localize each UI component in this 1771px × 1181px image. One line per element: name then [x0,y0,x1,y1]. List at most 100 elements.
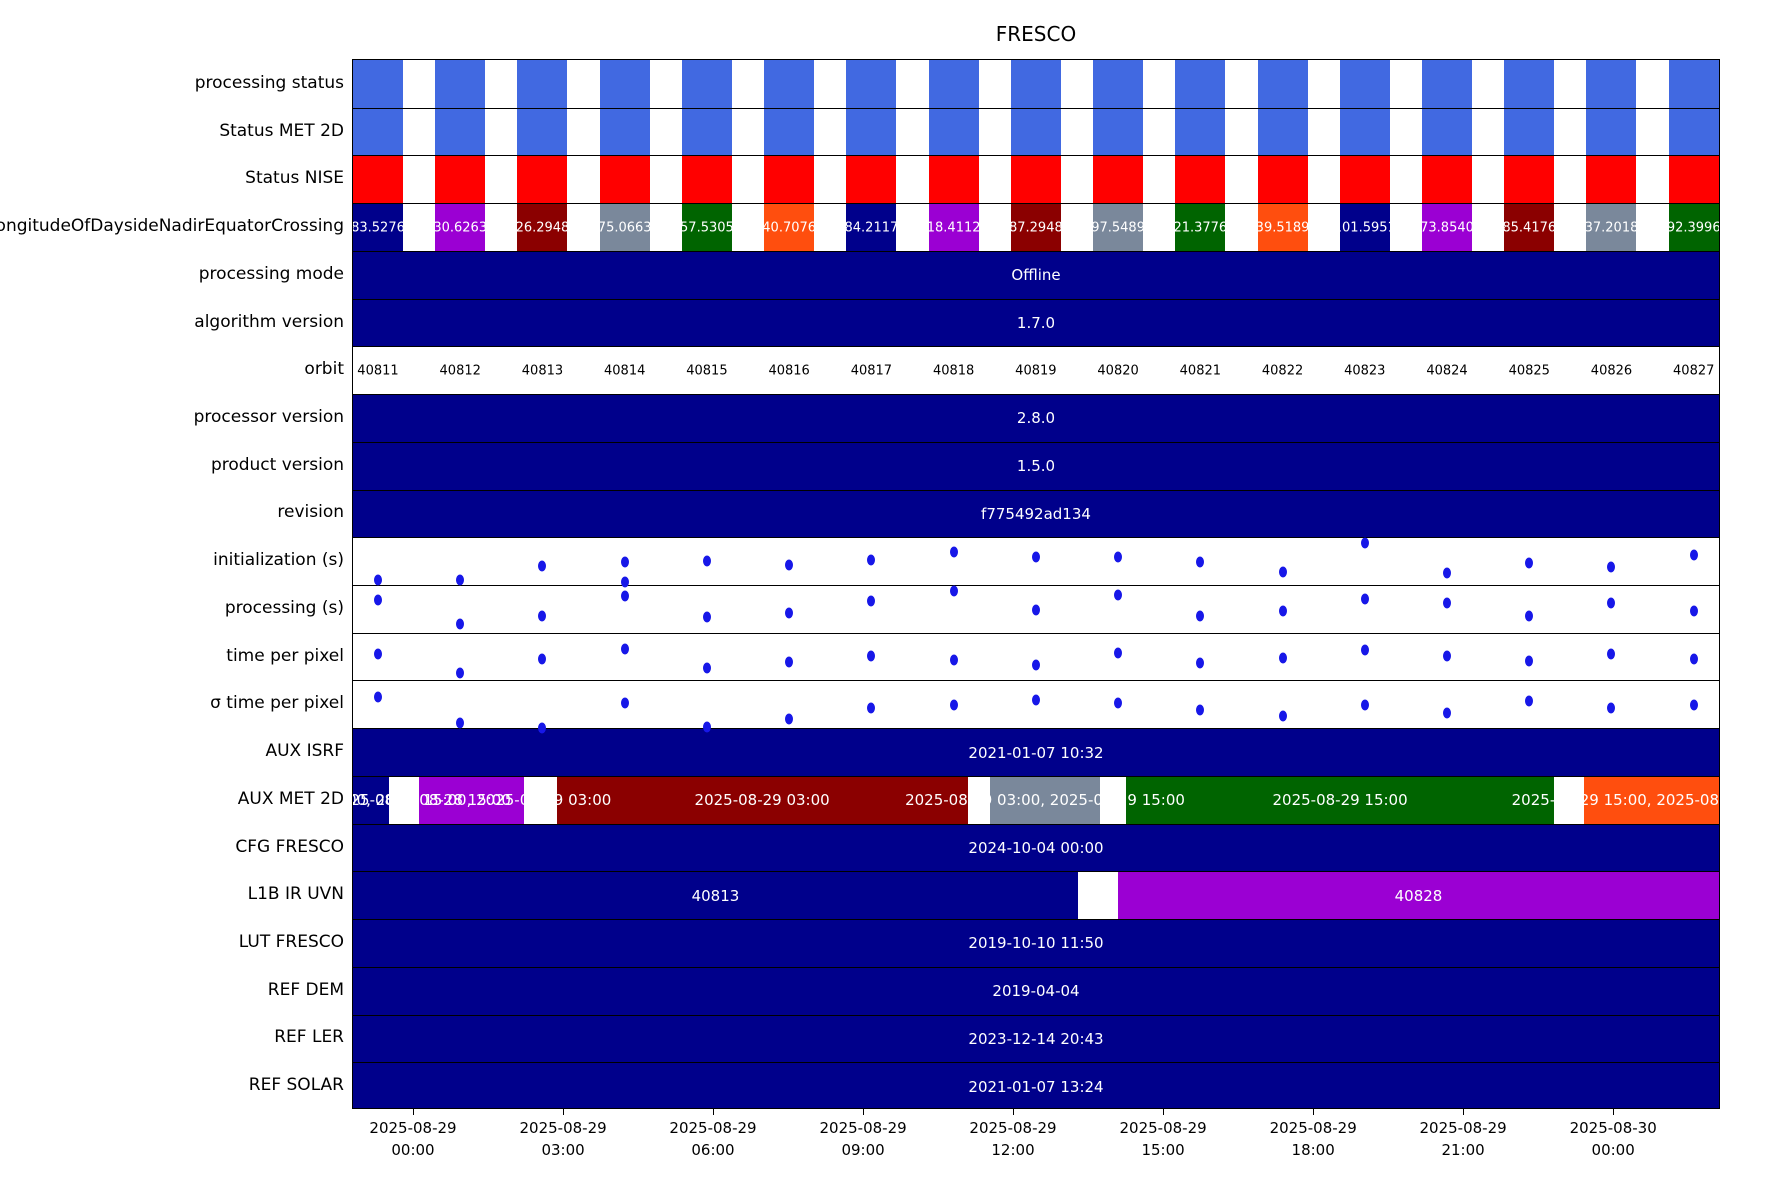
data-point [867,650,876,662]
x-tick [1313,1109,1315,1115]
status-block [846,60,897,108]
data-point [785,713,794,725]
row-label-status-nise: Status NISE [245,168,344,189]
row-revision: f775492ad134 [353,489,1719,538]
orbit-label: 40824 [1426,363,1468,379]
data-point [373,691,382,703]
data-point [1031,604,1040,616]
longitude-block [764,204,815,251]
longitude-block [1422,204,1473,251]
l1b-ir-uvn-segment-label: 40828 [1394,886,1443,905]
longitude-value: 75.0663 [597,220,652,236]
data-point [1114,697,1123,709]
data-point [702,721,711,733]
longitude-block [846,204,897,251]
x-tick [413,1109,414,1115]
data-point [456,574,465,586]
row-label-revision: revision [277,502,344,523]
data-point [1689,653,1698,665]
data-point [702,662,711,674]
status-block [1504,60,1555,108]
status-block [1257,108,1308,156]
orbit-label: 40826 [1590,363,1633,379]
status-block [1175,108,1226,156]
row-label-l1b-ir-uvn: L1B IR UVN [247,884,344,905]
data-point [1114,551,1123,563]
x-tick-time: 00:00 [391,1140,435,1159]
longitude-value: 101.5951 [1333,220,1396,236]
l1b-ir-uvn-segment [1117,872,1719,920]
status-block [1010,156,1061,204]
x-tick-label: 2025-08-30 00:00 [1570,1118,1657,1162]
data-point [1360,699,1369,711]
longitude-block [1504,204,1555,251]
data-point [785,559,794,571]
row-l1b-ir-uvn: 40813 40828 [353,871,1719,920]
row-processing-mode: Offline [353,250,1719,299]
data-point [620,556,629,568]
data-point [1360,644,1369,656]
plot-area: 83.5276 30.6263 26.2948 75.0663 57.5305 40.70… [352,59,1720,1109]
longitude-value: 85.4176 [1502,220,1557,236]
aux-met-2d-segment-label: 2025-08-29 03:00 [694,791,830,810]
status-block [1504,108,1555,156]
longitude-value: 84.2117 [844,220,899,236]
ref-ler-value: 2023-12-14 20:43 [968,1029,1104,1048]
row-label-ref-ler: REF LER [274,1027,344,1048]
row-label-lut-fresco: LUT FRESCO [238,931,344,952]
x-tick-date: 2025-08-29 [519,1119,607,1137]
x-tick-date: 2025-08-29 [1119,1119,1207,1137]
data-point [456,667,465,679]
aux-met-2d-segment [556,776,968,824]
status-block [435,156,486,204]
processing-mode-value: Offline [1011,266,1061,285]
data-point [620,590,629,602]
orbit-label: 40816 [768,363,810,379]
x-tick-label: 2025-08-29 03:00 [519,1118,606,1162]
ref-dem-value: 2019-04-04 [992,982,1080,1001]
data-point [1689,605,1698,617]
status-block [681,60,732,108]
longitude-block [928,204,979,251]
data-point [1443,567,1452,579]
row-initialization-s [353,537,1719,588]
data-point [1607,597,1616,609]
x-tick [1013,1109,1015,1115]
data-point [373,648,382,660]
row-label-orbit: orbit [304,359,344,380]
x-tick-date: 2025-08-29 [669,1119,757,1137]
lut-fresco-value: 2019-10-10 11:50 [968,934,1104,953]
data-point [620,576,629,588]
x-tick-time: 03:00 [541,1140,585,1159]
data-point [949,699,958,711]
status-block [846,156,897,204]
x-tick-date: 2025-08-29 [819,1119,907,1137]
data-point [949,546,958,558]
longitude-value: 40.7076 [762,220,817,236]
row-aux-met-2d: 2025-08-28 03:00, 2025-08-28 15:002025-0… [353,775,1719,824]
data-point [1196,556,1205,568]
row-processing-s [353,585,1719,633]
status-block [928,60,979,108]
data-point [1031,659,1040,671]
row-processor-version: 2.8.0 [353,394,1719,442]
l1b-ir-uvn-segment [353,872,1078,920]
status-block [1668,108,1719,156]
status-block [1422,156,1473,204]
data-point [1607,702,1616,714]
row-label-aux-isrf: AUX ISRF [265,741,344,762]
data-point [867,702,876,714]
data-point [867,595,876,607]
cfg-fresco-value: 2024-10-04 00:00 [968,838,1104,857]
orbit-label: 40811 [357,363,399,379]
x-tick-label: 2025-08-29 12:00 [969,1118,1056,1162]
data-point [373,594,382,606]
status-block [1422,60,1473,108]
data-point [1114,589,1123,601]
longitude-value: 83.5276 [352,220,405,236]
status-block [846,108,897,156]
data-point [1278,566,1287,578]
longitude-block [1668,204,1719,251]
row-ref-solar: 2021-01-07 13:24 [353,1062,1719,1108]
x-tick-date: 2025-08-29 [969,1119,1057,1137]
